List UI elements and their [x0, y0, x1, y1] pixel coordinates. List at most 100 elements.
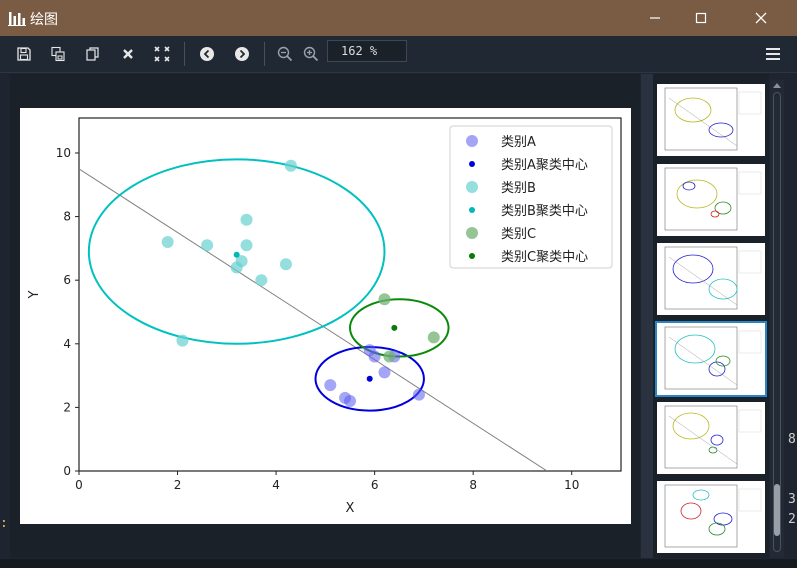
legend-label: 类别A聚类中心	[501, 158, 588, 173]
data-point	[324, 379, 337, 392]
figure: 0 2 4 6 8 10 0 2 4 6 8 10 X Y 类别A 类别A聚类中心 类别B 类别B聚类中心 类别C 类…	[20, 108, 631, 524]
plot-thumbnail[interactable]	[657, 84, 765, 156]
legend-label: 类别C	[501, 227, 536, 242]
y-tick-label: 4	[63, 337, 71, 351]
thumbnail-plot	[664, 167, 762, 231]
thumbnail-plot	[664, 326, 762, 390]
edge-text: 3	[788, 492, 796, 507]
y-axis-label: Y	[27, 290, 42, 299]
close-icon	[123, 49, 133, 59]
scrollbar-track	[773, 92, 781, 552]
data-point	[284, 159, 297, 172]
legend-label: 类别C聚类中心	[501, 250, 588, 265]
maximize-button[interactable]	[678, 0, 724, 36]
minimize-button[interactable]	[632, 0, 678, 36]
thumbnail-plot	[664, 87, 762, 151]
thumbnail-scrollbar[interactable]	[770, 80, 784, 558]
zoom-out-button[interactable]	[273, 42, 297, 66]
data-point	[255, 274, 268, 287]
data-point	[378, 366, 391, 379]
data-point	[378, 293, 391, 306]
cluster-center-point	[391, 324, 398, 331]
legend-label: 类别B	[501, 181, 536, 196]
plot-frame	[78, 117, 622, 472]
data-point	[368, 350, 381, 363]
arrow-left-icon	[200, 47, 214, 61]
close-button[interactable]	[738, 0, 784, 36]
status-strip	[0, 559, 797, 568]
zoom-out-icon	[277, 46, 293, 62]
x-tick-label: 6	[371, 478, 379, 492]
data-point	[383, 350, 396, 363]
save-all-button[interactable]	[46, 42, 70, 66]
x-tick-label: 4	[272, 478, 280, 492]
legend-box	[449, 125, 613, 269]
bar-chart-icon	[8, 12, 26, 26]
plot-thumbnail[interactable]	[657, 164, 765, 236]
legend-marker	[466, 135, 478, 147]
toolbar-separator	[184, 42, 185, 66]
previous-plot-button[interactable]	[195, 42, 219, 66]
legend-marker	[469, 253, 475, 259]
next-plot-button[interactable]	[230, 42, 254, 66]
y-tick-label: 6	[63, 273, 71, 287]
legend-label: 类别A	[501, 135, 536, 150]
scroll-up-icon	[773, 83, 781, 88]
legend-label: 类别B聚类中心	[501, 204, 588, 219]
plot-thumbnail[interactable]	[657, 481, 765, 553]
legend-marker	[469, 161, 475, 167]
data-point	[412, 388, 425, 401]
thumbnail-plot	[664, 484, 762, 548]
toolbar-separator	[264, 42, 265, 66]
arrow-right-icon	[235, 47, 249, 61]
edge-text: :	[0, 516, 8, 531]
x-axis-label: X	[346, 501, 355, 516]
data-point	[344, 395, 356, 408]
save-all-icon	[51, 46, 65, 62]
thumbnail-plot	[664, 405, 762, 469]
cluster-center-point	[233, 251, 240, 258]
data-point	[240, 213, 253, 226]
data-point	[161, 236, 174, 249]
x-tick-label: 0	[75, 478, 83, 492]
window-title: 绘图	[30, 12, 58, 28]
legend-marker	[466, 227, 478, 239]
copy-button[interactable]	[81, 42, 105, 66]
legend-marker	[466, 181, 478, 193]
data-point	[201, 239, 214, 252]
plot-thumbnail[interactable]	[657, 402, 765, 474]
hamburger-menu-icon	[766, 48, 780, 60]
copy-icon	[86, 47, 99, 61]
data-point	[235, 255, 248, 268]
y-tick-label: 0	[63, 464, 71, 478]
plot-thumbnail[interactable]	[657, 243, 765, 315]
canvas-splitter[interactable]	[641, 74, 653, 558]
cluster-ellipse	[87, 158, 386, 345]
close-icon	[755, 12, 767, 24]
save-icon	[17, 47, 31, 61]
data-point	[279, 258, 292, 271]
zoom-in-button[interactable]	[299, 42, 323, 66]
y-tick-label: 8	[63, 210, 71, 224]
scrollbar-thumb[interactable]	[774, 484, 780, 536]
title-bar: 绘图	[0, 0, 797, 36]
options-menu-button[interactable]	[761, 42, 785, 66]
maximize-icon	[695, 12, 707, 24]
close-plot-button[interactable]	[116, 42, 140, 66]
close-all-plots-button[interactable]	[150, 42, 174, 66]
legend-marker	[469, 207, 475, 213]
thumbnail-panel	[653, 74, 769, 558]
edge-text: 2	[788, 512, 796, 527]
x-tick-label: 2	[174, 478, 182, 492]
close-all-icon	[154, 46, 170, 62]
data-point	[427, 331, 440, 344]
thumbnail-plot	[664, 246, 762, 310]
save-button[interactable]	[12, 42, 36, 66]
cluster-center-point	[366, 375, 373, 382]
plot-thumbnail-selected[interactable]	[655, 321, 767, 397]
zoom-in-icon	[303, 46, 319, 62]
minimize-icon	[650, 17, 660, 19]
zoom-level-field[interactable]: 162 %	[327, 40, 407, 62]
y-tick-label: 10	[56, 146, 71, 160]
